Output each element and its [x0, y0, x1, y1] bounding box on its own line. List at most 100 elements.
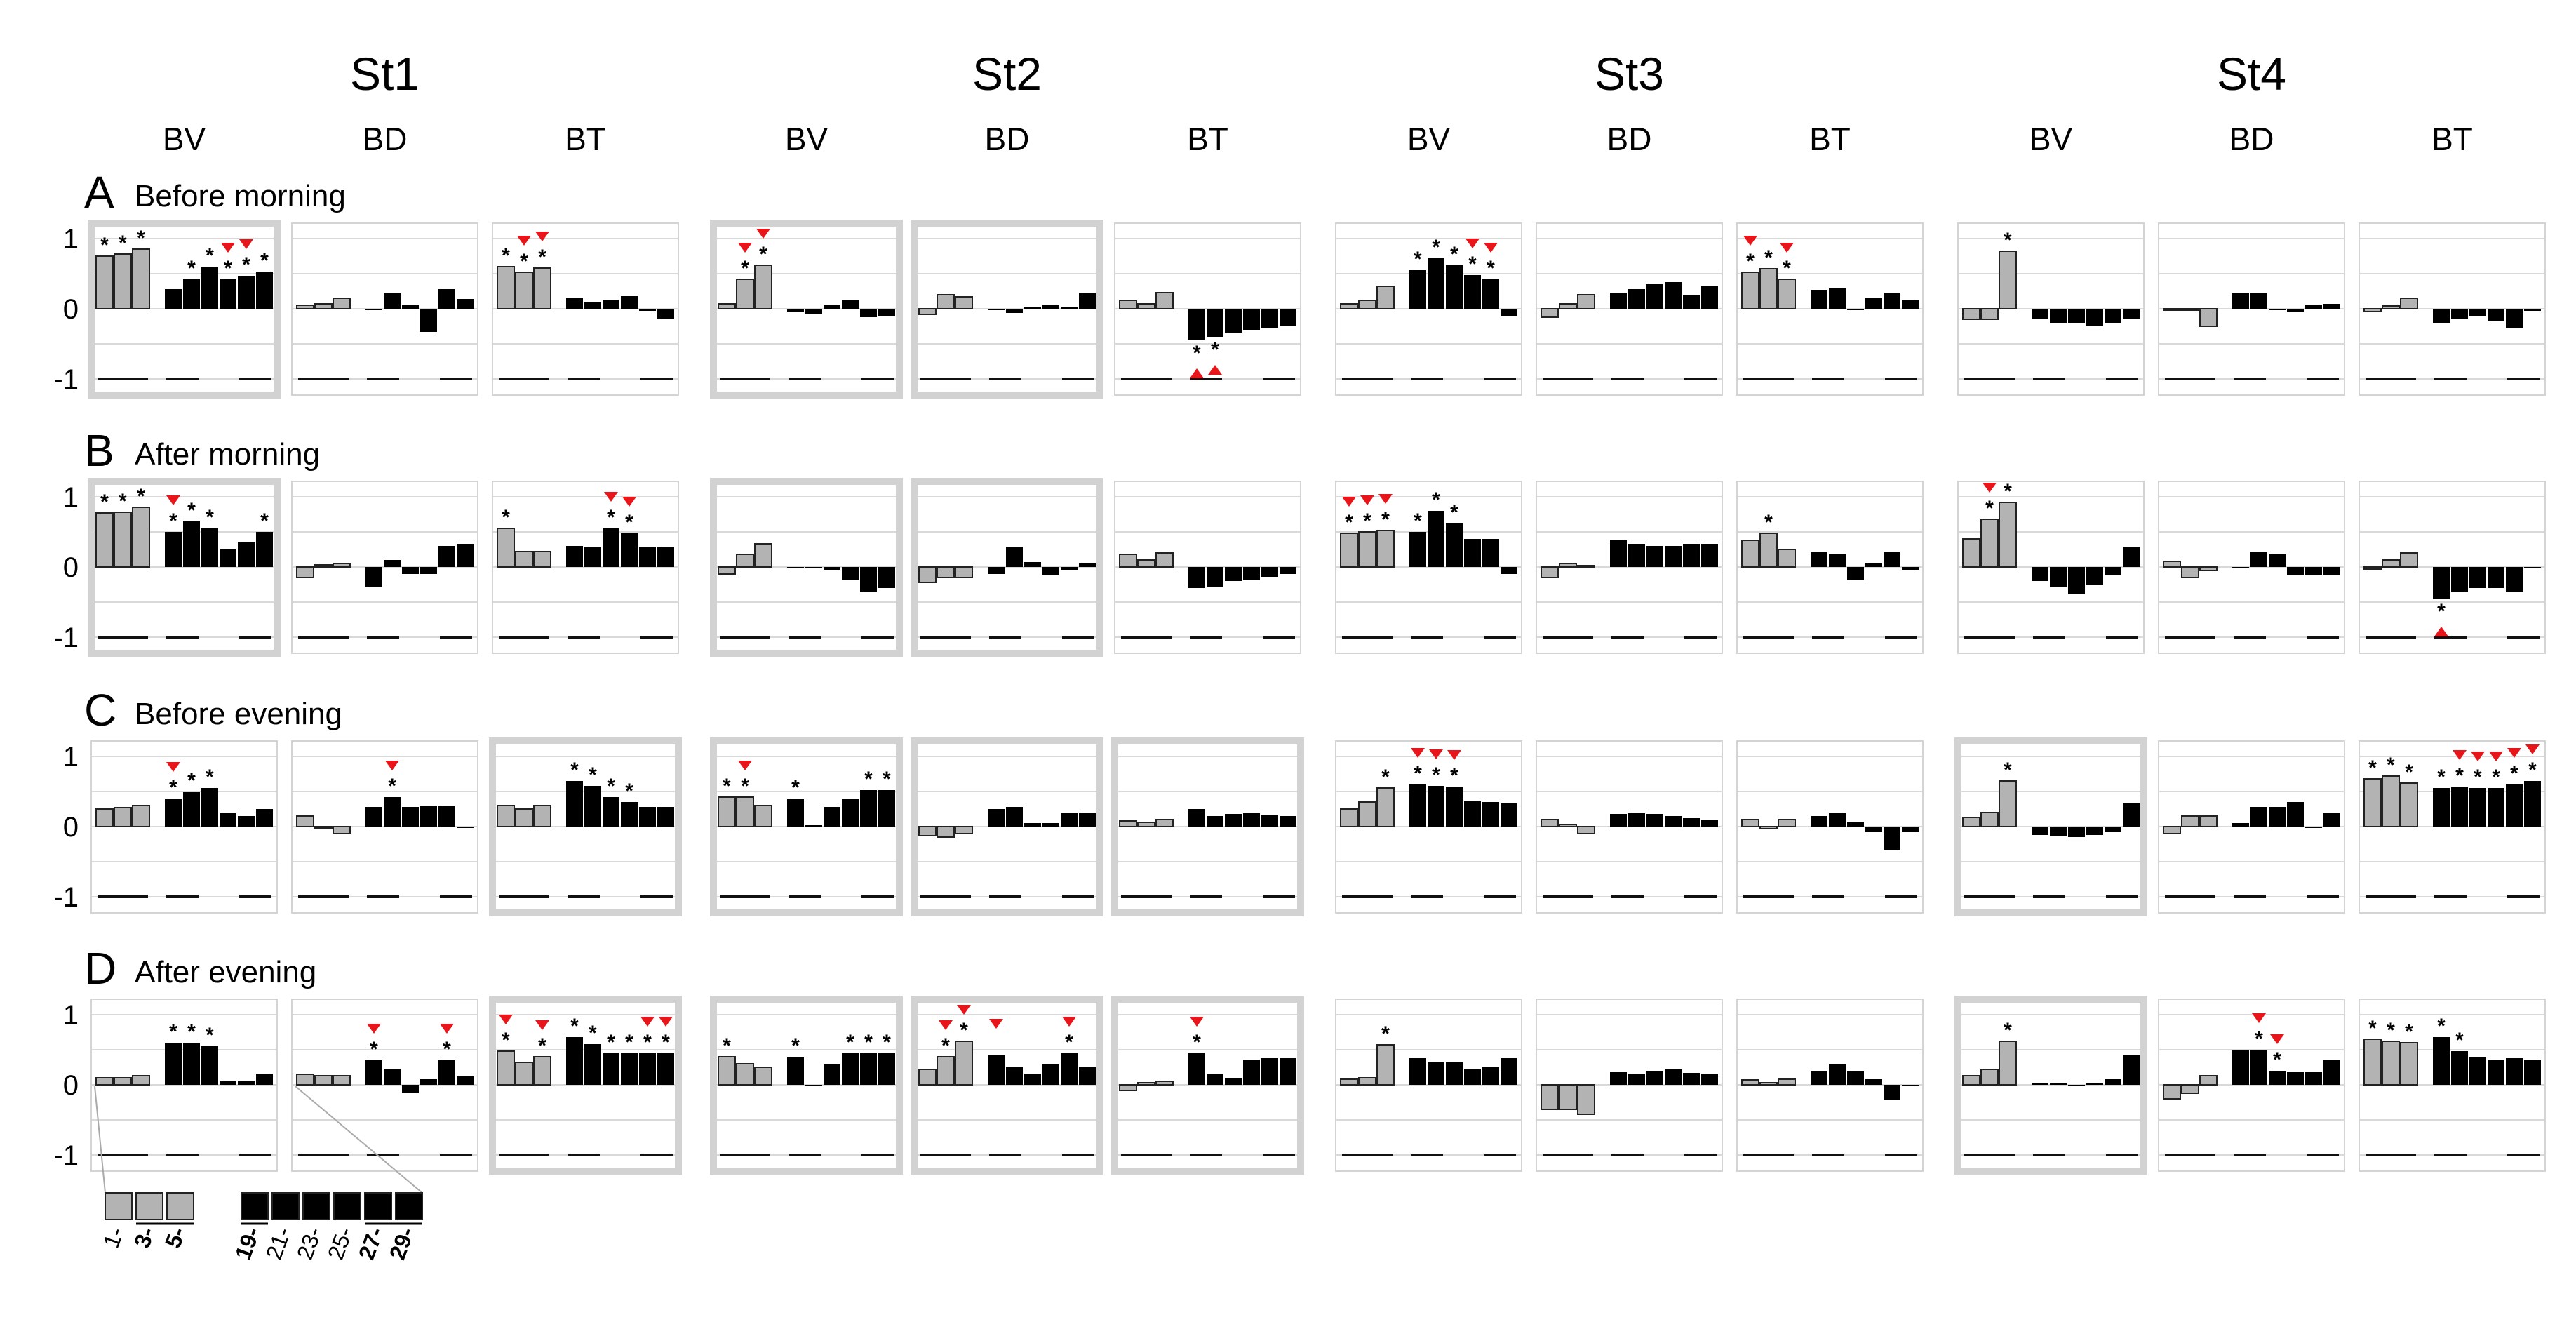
up-arrow-marker — [1208, 365, 1222, 375]
bar-23 — [1847, 309, 1864, 310]
panel-frame — [1736, 222, 1924, 396]
bar-27 — [2105, 309, 2121, 323]
bar-21 — [2451, 1051, 2468, 1085]
bar-25 — [220, 1081, 236, 1085]
legend-label-29: 29- — [384, 1224, 420, 1263]
bar-1 — [918, 308, 937, 315]
bar-19 — [165, 1043, 182, 1085]
panel-frame — [1957, 481, 2145, 654]
significance-star: * — [2405, 1020, 2413, 1043]
significance-star: * — [625, 780, 633, 803]
bar-19 — [1811, 290, 1827, 309]
bar-25 — [1042, 823, 1059, 827]
legend-swatch-19 — [241, 1192, 269, 1220]
panel-c-st1-bv: * * * — [90, 740, 278, 914]
bar-5 — [754, 543, 772, 568]
highlight-frame — [710, 478, 903, 657]
bar-25 — [2086, 567, 2103, 585]
bar-19 — [365, 567, 382, 587]
bar-23 — [1446, 1062, 1463, 1085]
bar-1 — [95, 808, 114, 827]
bar-21 — [1628, 1074, 1645, 1085]
bar-3 — [2181, 815, 2199, 827]
bar-5 — [1999, 251, 2017, 309]
panel-frame — [90, 999, 278, 1172]
significance-star: * — [137, 485, 145, 508]
significance-star: * — [206, 244, 214, 267]
bar-5 — [533, 1056, 551, 1086]
significance-star: * — [1487, 257, 1495, 280]
bar-25 — [842, 300, 859, 309]
bar-25 — [2086, 1083, 2103, 1085]
down-arrow-marker — [166, 762, 180, 772]
bar-1 — [296, 815, 314, 827]
legend-swatch-1 — [105, 1192, 133, 1220]
legend-swatch-25 — [333, 1192, 361, 1220]
bar-1 — [1741, 272, 1759, 309]
bar-29 — [1501, 309, 1517, 316]
significance-star: * — [589, 763, 597, 787]
bar-1 — [918, 826, 937, 836]
bar-23 — [2269, 554, 2286, 567]
bar-5 — [1155, 819, 1174, 827]
bar-25 — [420, 1079, 437, 1085]
bar-3 — [1759, 533, 1778, 568]
down-arrow-marker — [989, 1019, 1003, 1029]
significance-star: * — [941, 1034, 950, 1057]
bar-5 — [1155, 292, 1174, 309]
panel-b-st4-bt: * — [2359, 481, 2546, 654]
bar-19 — [988, 309, 1005, 310]
bar-21 — [2050, 309, 2067, 323]
panel-a-st2-bt: * * — [1114, 222, 1301, 396]
bar-25 — [1243, 309, 1260, 330]
legend-label-21: 21- — [261, 1224, 296, 1263]
bar-25 — [621, 802, 638, 827]
bar-3 — [2181, 308, 2199, 311]
legend-swatch-23 — [302, 1192, 330, 1220]
bar-29 — [1079, 813, 1096, 827]
panel-frame — [1736, 481, 1924, 654]
y-tick-label: 0 — [63, 1070, 79, 1101]
bar-27 — [1683, 544, 1700, 567]
bar-23 — [1024, 823, 1041, 827]
bar-27 — [238, 542, 255, 567]
bar-5 — [1376, 530, 1395, 568]
measure-label-st4-bd: BD — [2229, 121, 2274, 157]
bar-21 — [1428, 258, 1444, 309]
down-arrow-marker — [367, 1024, 381, 1034]
bar-29 — [2323, 304, 2340, 309]
down-arrow-marker — [535, 1020, 549, 1030]
bar-21 — [1006, 807, 1023, 827]
bar-3 — [736, 1063, 754, 1086]
measure-label-st2-bt: BT — [1187, 121, 1228, 157]
down-arrow-marker — [2525, 744, 2540, 754]
down-arrow-marker — [239, 239, 253, 249]
significance-star: * — [741, 257, 749, 280]
bar-19 — [787, 567, 804, 568]
significance-star: * — [187, 257, 196, 280]
bar-21 — [1006, 309, 1023, 313]
bar-25 — [1665, 816, 1682, 827]
condition-label-d: After evening — [135, 955, 316, 989]
legend-swatch-5 — [166, 1192, 194, 1220]
bar-23 — [201, 1046, 218, 1085]
bar-27 — [2506, 784, 2523, 827]
bar-27 — [238, 1081, 255, 1085]
bar-29 — [457, 299, 474, 309]
significance-star: * — [187, 1020, 196, 1043]
bar-1 — [1340, 808, 1358, 827]
bar-3 — [736, 796, 754, 827]
down-arrow-marker — [1342, 497, 1356, 507]
bar-5 — [1577, 1084, 1595, 1115]
significance-star: * — [224, 257, 232, 280]
bar-25 — [1042, 1064, 1059, 1085]
bar-21 — [1829, 554, 1846, 567]
significance-star: * — [169, 776, 177, 799]
significance-star: * — [791, 1034, 800, 1057]
bar-27 — [1884, 552, 1900, 567]
down-arrow-marker — [604, 492, 618, 502]
bar-19 — [1610, 293, 1627, 309]
bar-23 — [603, 528, 619, 567]
bar-29 — [1902, 300, 1919, 309]
bar-29 — [2524, 309, 2541, 311]
